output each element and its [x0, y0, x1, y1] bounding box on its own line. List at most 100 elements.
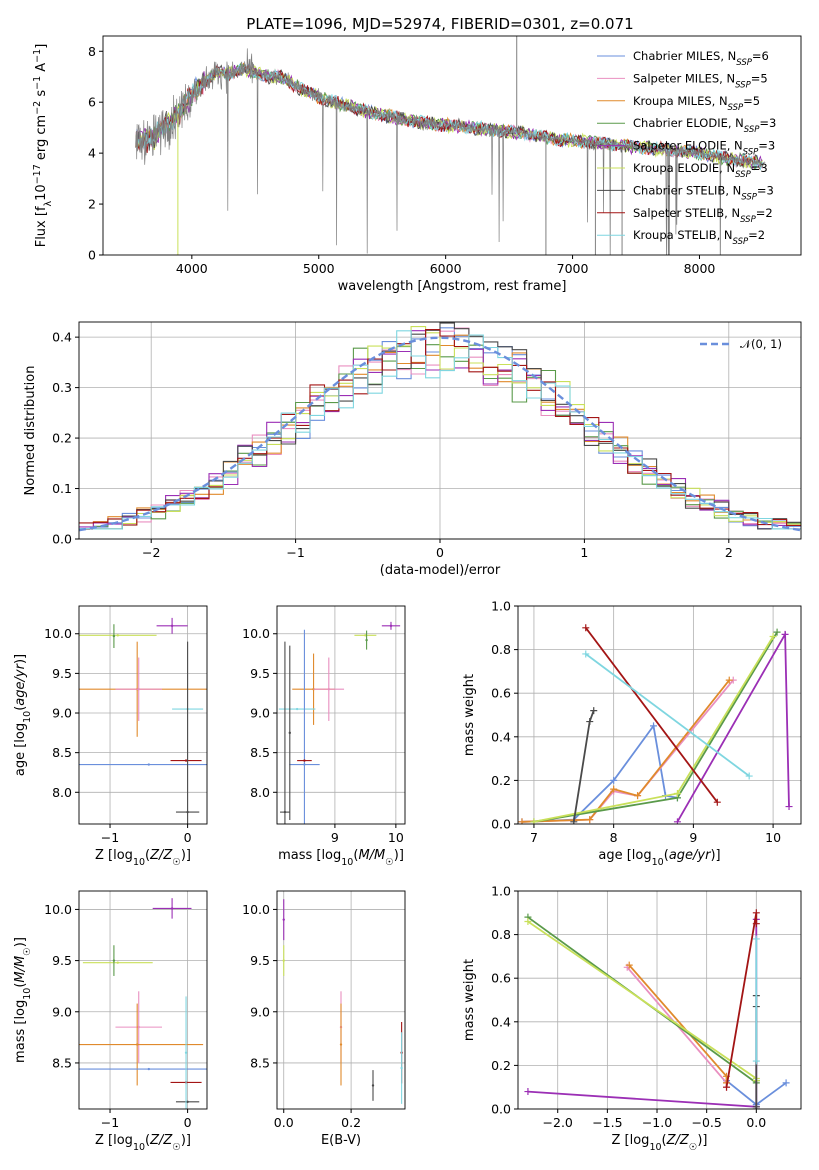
label-part: ☉: [172, 857, 181, 868]
y-tick-label: 2: [88, 197, 96, 212]
label-part: (: [662, 1133, 667, 1148]
y-tick-label: 0.3: [52, 380, 72, 395]
label-part: )]: [181, 848, 191, 863]
label-part: 10: [22, 711, 33, 723]
series-chabrier-elodie: [533, 631, 778, 823]
series-chabrier-stelib: [572, 710, 595, 822]
x-axis-label: Z [log10(Z/Z☉)]: [612, 1133, 708, 1153]
label-part: ☉: [22, 947, 33, 956]
y-tick-label: 0.6: [491, 971, 511, 986]
y-tick-label: 0.0: [52, 532, 72, 547]
label-part: Z [log: [95, 848, 133, 863]
y-tick-label: 0.0: [491, 817, 511, 832]
axes-frame: [276, 605, 406, 825]
y-axis-label: Flux [fλ10−17 erg cm−2 s−1 A−1]: [32, 44, 54, 248]
legend-sub: SSP: [728, 103, 744, 113]
x-tick-label: 8: [610, 830, 618, 845]
label-part: (: [145, 848, 150, 863]
y-tick-label: 8.5: [52, 745, 72, 760]
legend-text: =6: [752, 49, 769, 63]
legend-text: =3: [751, 161, 768, 175]
data-point: [339, 1043, 343, 1046]
label-part: ]: [34, 44, 49, 49]
label-part: 10: [34, 184, 49, 201]
data-point: [147, 763, 151, 766]
y-tick-label: 0.6: [491, 686, 511, 701]
data-point: [170, 907, 174, 910]
x-tick-label: −1: [101, 1115, 119, 1130]
legend-sub: SSP: [735, 170, 751, 180]
data-point: [282, 959, 285, 962]
mass-vs-ebv-panel: 0.0 0.2 8.5 9.0 9.5 10.0 E(B-V): [242, 890, 406, 1148]
plot-area: [282, 899, 403, 1104]
x-tick-label: 5000: [303, 261, 335, 276]
label-part: (: [13, 706, 28, 711]
legend-sub: SSP: [735, 80, 751, 90]
mass-weight-vs-metallicity-panel: −2.0 −1.5 −1.0 −0.5 0.0 0.0 0.2 0.4 0.6 0.8 1.0 Z […: [462, 884, 802, 1153]
plot-area: [79, 617, 207, 824]
data-point: [135, 1043, 139, 1046]
label-part: 10: [652, 857, 664, 868]
data-point: [112, 959, 116, 962]
data-point: [303, 759, 306, 762]
y-tick-label: 0: [88, 248, 96, 263]
x-tick-label: 9: [331, 830, 339, 845]
series-kroupa-miles: [521, 679, 731, 823]
legend-entry: Chabrier MILES, NSSP=6: [633, 49, 769, 68]
y-tick-label: 8.0: [250, 785, 270, 800]
x-axis-label: E(B-V): [321, 1133, 361, 1148]
x-tick-label: 10: [765, 830, 781, 845]
series-kroupa-stelib: [585, 653, 750, 777]
y-tick-label: 0.0: [491, 1102, 511, 1117]
plus-marker: [530, 818, 538, 824]
x-tick-label: −0.5: [691, 1115, 721, 1130]
legend-text: Salpeter ELODIE, N: [633, 139, 743, 153]
y-tick-label: 4: [88, 146, 96, 161]
legend-entry: Kroupa ELODIE, NSSP=3: [633, 161, 768, 180]
x-tick-label: 0: [184, 830, 192, 845]
y-tick-label: 8.5: [250, 745, 270, 760]
y-tick-label: 10.0: [242, 626, 270, 641]
x-tick-label: 7000: [557, 261, 589, 276]
legend-text: =2: [756, 206, 773, 220]
x-tick-label: 9: [689, 830, 697, 845]
plus-marker: [586, 816, 594, 824]
label-part: (: [13, 983, 28, 988]
label-part: Flux [f: [34, 206, 49, 247]
data-point: [400, 1066, 403, 1070]
y-tick-label: 9.5: [52, 666, 72, 681]
label-part: (: [353, 848, 358, 863]
plus-marker: [752, 1057, 760, 1065]
x-tick-label: 6000: [430, 261, 462, 276]
plus-marker: [673, 789, 681, 797]
data-point: [365, 638, 368, 642]
legend-text: Chabrier ELODIE, N: [633, 116, 744, 130]
plus-marker: [769, 633, 777, 641]
label-part: mass [log: [278, 848, 341, 863]
x-tick-label: 0: [184, 1115, 192, 1130]
y-tick-label: 0.8: [491, 927, 511, 942]
y-tick-label: 8: [88, 44, 96, 59]
axes-frame: [517, 605, 802, 825]
legend-sub: SSP: [740, 215, 756, 225]
label-part: E(B-V): [321, 1133, 361, 1148]
plus-marker: [752, 909, 760, 917]
x-tick-label: 8000: [684, 261, 716, 276]
y-axis-label: mass [log10(M/M☉)]: [13, 937, 33, 1063]
label-part: age [log: [598, 848, 651, 863]
label-part: )]: [710, 848, 720, 863]
legend-entry: Chabrier ELODIE, NSSP=3: [633, 116, 776, 135]
legend-text: =5: [743, 94, 760, 108]
data-point: [116, 961, 119, 964]
axes-frame: [517, 890, 802, 1110]
label-part: (data-model)/error: [380, 563, 501, 578]
label-part: (: [664, 848, 669, 863]
legend-text: =3: [758, 139, 775, 153]
plus-marker: [582, 650, 590, 658]
plus-marker: [673, 818, 681, 824]
y-tick-label: 0.2: [491, 1058, 511, 1073]
y-tick-label: 10.0: [44, 902, 72, 917]
x-tick-label: −1.0: [642, 1115, 672, 1130]
legend-entry: Salpeter STELIB, NSSP=2: [633, 206, 773, 225]
